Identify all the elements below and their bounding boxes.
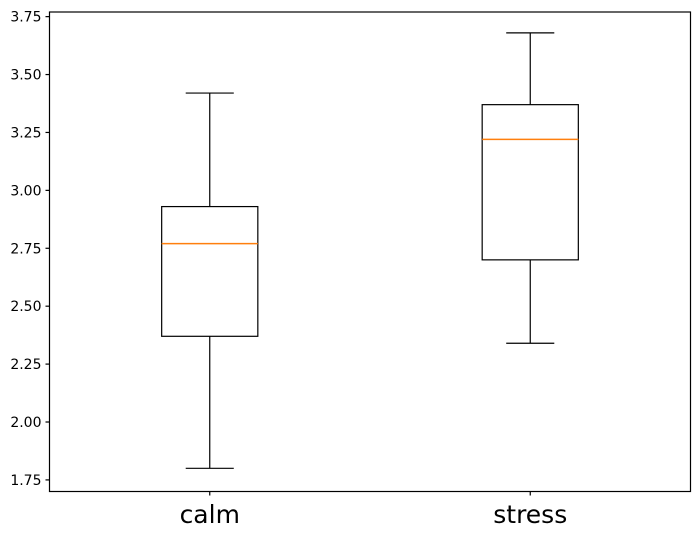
y-tick-label: 3.00 — [10, 183, 41, 199]
y-tick-label: 2.25 — [10, 357, 41, 373]
y-tick-label: 3.50 — [10, 68, 41, 84]
iqr-box-stress — [481, 104, 579, 261]
y-tick-label: 1.75 — [10, 473, 41, 489]
y-tick-label: 2.50 — [10, 299, 41, 315]
x-tick-label-calm: calm — [180, 500, 240, 529]
y-tick-label: 2.00 — [10, 415, 41, 431]
x-tick-label-stress: stress — [493, 500, 567, 529]
iqr-box-calm — [161, 205, 259, 337]
y-tick-label: 2.75 — [10, 241, 41, 257]
y-tick-label: 3.25 — [10, 125, 41, 141]
y-tick-label: 3.75 — [10, 10, 41, 26]
axes-frame — [48, 11, 692, 493]
